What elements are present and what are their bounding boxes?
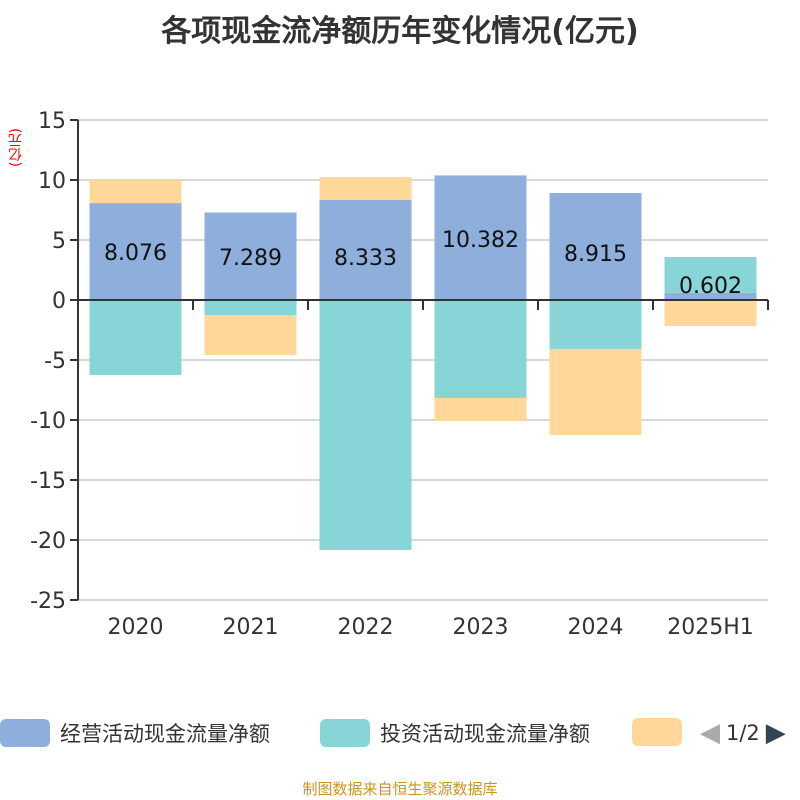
bar-2020-series-1 [89,300,182,375]
bar-2025H1-series-2 [664,300,757,327]
y-tick-label: -20 [30,529,66,554]
next-page-icon[interactable]: ▶ [765,718,786,748]
bar-2023-series-0 [434,175,527,300]
legend: 经营活动现金流量净额 投资活动现金流量净额 ◀ 1/2 ▶ [0,718,800,752]
bar-2020-series-0 [89,203,182,300]
bar-2025H1-series-1 [664,257,757,293]
y-tick-label: -25 [30,589,66,614]
bar-2025H1-series-0 [664,292,757,300]
data-label: 0.602 [679,274,742,299]
x-tick-label: 2023 [453,615,509,640]
y-tick-label: 15 [38,109,66,134]
bar-2020-series-2 [89,180,182,204]
y-tick-label: -15 [30,469,66,494]
legend-swatch [320,719,370,747]
x-tick-label: 2020 [108,615,164,640]
bar-2023-series-2 [434,398,527,421]
y-tick-label: -10 [30,409,66,434]
bar-2022-series-1 [319,300,412,550]
legend-page: 1/2 [726,721,760,745]
prev-page-icon[interactable]: ◀ [700,718,720,748]
legend-item-operating[interactable]: 经营活动现金流量净额 [0,718,270,748]
bar-2022-series-2 [319,176,412,201]
legend-swatch [632,718,682,746]
bar-2021-series-0 [204,212,297,300]
x-tick-label: 2024 [568,615,624,640]
bar-2023-series-1 [434,300,527,399]
x-tick-label: 2021 [223,615,279,640]
data-label: 10.382 [442,228,519,253]
legend-item-investing[interactable]: 投资活动现金流量净额 [320,718,590,748]
data-label: 8.333 [334,246,397,271]
bar-2024-series-0 [549,193,642,300]
data-label: 8.915 [564,242,627,267]
legend-pager: ◀ 1/2 ▶ [700,718,786,748]
legend-label: 经营活动现金流量净额 [60,722,270,746]
bar-2021-series-2 [204,315,297,355]
y-tick-label: 5 [52,229,66,254]
data-label: 8.076 [104,241,167,266]
x-tick-label: 2025H1 [667,615,754,640]
chart-title: 各项现金流净额历年变化情况(亿元) [161,14,639,49]
legend-swatch [0,719,50,747]
bar-2021-series-1 [204,300,297,315]
y-tick-label: 10 [38,169,66,194]
bar-2024-series-2 [549,348,642,435]
footer-source: 制图数据来自恒生聚源数据库 [302,780,498,798]
legend-label: 投资活动现金流量净额 [380,722,590,746]
bar-2024-series-1 [549,300,642,349]
legend-item-financing[interactable] [632,718,692,746]
y-tick-label: 0 [52,289,66,314]
x-tick-label: 2022 [338,615,394,640]
bar-2022-series-0 [319,200,412,300]
y-tick-label: -5 [44,349,66,374]
data-label: 7.289 [219,246,282,271]
